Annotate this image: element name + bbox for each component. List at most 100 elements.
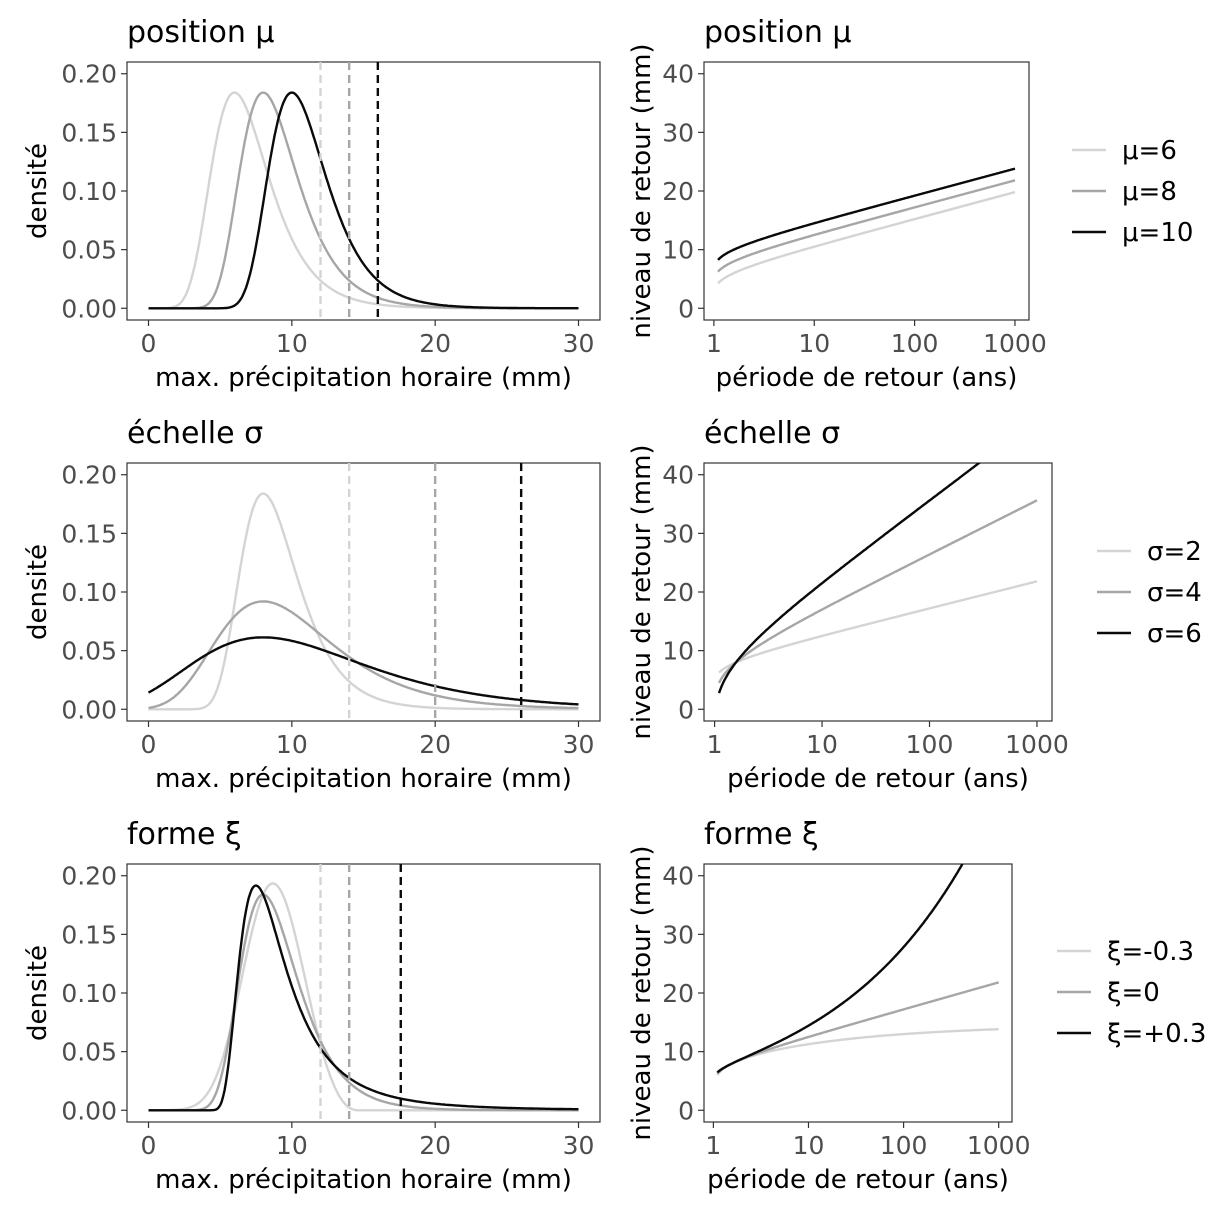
legend: σ=2 σ=4 σ=6 bbox=[1097, 537, 1202, 649]
series-line-ξ=0 bbox=[148, 893, 579, 1112]
series-group bbox=[147, 463, 579, 721]
density-panel: position μ 0 10 20 30 0.00 0.05 0.10 0.15 0.20 max… bbox=[23, 15, 601, 393]
return-level-panel: échelle σ 1 10 100 1000 0 10 20 30 40 période de r… bbox=[627, 416, 1069, 794]
y-tick-label: 0.05 bbox=[61, 236, 117, 265]
x-tick-label: 1 bbox=[705, 1131, 721, 1160]
series-line-σ=4 bbox=[148, 600, 579, 710]
y-axis-label: densité bbox=[23, 945, 53, 1041]
y-axis-label: niveau de retour (mm) bbox=[627, 444, 657, 739]
legend-label: ξ=-0.3 bbox=[1107, 937, 1194, 967]
x-tick-label: 1000 bbox=[967, 1131, 1031, 1160]
y-axis-label: densité bbox=[23, 544, 53, 640]
series-line-μ=10 bbox=[148, 91, 579, 310]
legend-label: σ=2 bbox=[1147, 537, 1202, 567]
legend-label: μ=6 bbox=[1122, 136, 1177, 166]
y-axis-label: niveau de retour (mm) bbox=[627, 845, 657, 1140]
x-tick-label: 1000 bbox=[983, 329, 1047, 358]
y-tick-label: 0.00 bbox=[61, 695, 117, 724]
x-tick-label: 30 bbox=[563, 730, 595, 759]
y-tick-label: 10 bbox=[662, 1038, 694, 1067]
y-tick-label: 30 bbox=[662, 920, 694, 949]
panel-title: échelle σ bbox=[704, 416, 840, 451]
y-tick-label: 40 bbox=[662, 862, 694, 891]
series-line-σ=2 bbox=[148, 492, 579, 711]
y-tick-label: 20 bbox=[662, 979, 694, 1008]
x-tick-label: 30 bbox=[563, 1131, 595, 1160]
legend-label: μ=8 bbox=[1122, 177, 1177, 207]
y-axis-label: niveau de retour (mm) bbox=[627, 43, 657, 338]
y-tick-label: 0 bbox=[678, 1096, 694, 1125]
y-tick-label: 0 bbox=[678, 294, 694, 323]
panel-title: forme ξ bbox=[127, 817, 242, 852]
x-tick-label: 10 bbox=[276, 329, 308, 358]
plot-area bbox=[126, 61, 601, 321]
y-tick-label: 10 bbox=[662, 637, 694, 666]
x-tick-label: 1 bbox=[706, 329, 722, 358]
plot-area bbox=[126, 863, 601, 1123]
series-line-σ=2 bbox=[718, 580, 1038, 674]
x-tick-label: 10 bbox=[806, 730, 838, 759]
series-line-ξ=0 bbox=[716, 981, 999, 1075]
x-axis-label: max. précipitation horaire (mm) bbox=[155, 363, 572, 393]
series-line-σ=6 bbox=[717, 463, 982, 694]
series-line-ξ=-0.3 bbox=[716, 1028, 999, 1076]
plot-area bbox=[126, 462, 601, 722]
y-tick-label: 0.15 bbox=[61, 118, 117, 147]
series-group bbox=[717, 167, 1016, 285]
y-tick-label: 0 bbox=[678, 695, 694, 724]
legend-label: σ=4 bbox=[1147, 578, 1202, 608]
y-tick-label: 0.15 bbox=[61, 920, 117, 949]
y-tick-label: 40 bbox=[662, 60, 694, 89]
series-line-ξ=+0.3 bbox=[716, 864, 964, 1074]
plot-area bbox=[703, 462, 1053, 722]
y-tick-label: 20 bbox=[662, 578, 694, 607]
density-panel: échelle σ 0 10 20 30 0.00 0.05 0.10 0.15 0.20 max.… bbox=[23, 416, 601, 794]
y-tick-label: 30 bbox=[662, 118, 694, 147]
x-tick-label: 100 bbox=[880, 1131, 928, 1160]
x-axis-label: période de retour (ans) bbox=[707, 1165, 1009, 1195]
x-tick-label: 20 bbox=[419, 329, 451, 358]
legend-label: ξ=0 bbox=[1107, 978, 1160, 1008]
x-tick-label: 10 bbox=[276, 730, 308, 759]
series-line-μ=8 bbox=[717, 179, 1016, 273]
x-axis-label: période de retour (ans) bbox=[727, 764, 1029, 794]
panel-title: forme ξ bbox=[704, 817, 819, 852]
legend: ξ=-0.3 ξ=0 ξ=+0.3 bbox=[1057, 937, 1206, 1049]
y-tick-label: 20 bbox=[662, 177, 694, 206]
panel-title: position μ bbox=[704, 15, 851, 50]
x-tick-label: 100 bbox=[906, 730, 954, 759]
y-axis-label: densité bbox=[23, 143, 53, 239]
series-line-μ=6 bbox=[717, 190, 1016, 285]
x-tick-label: 0 bbox=[141, 730, 157, 759]
y-tick-label: 0.20 bbox=[61, 60, 117, 89]
x-tick-label: 10 bbox=[276, 1131, 308, 1160]
y-tick-label: 0.00 bbox=[61, 294, 117, 323]
x-axis-label: max. précipitation horaire (mm) bbox=[155, 1165, 572, 1195]
y-tick-label: 0.20 bbox=[61, 461, 117, 490]
y-tick-label: 0.10 bbox=[61, 578, 117, 607]
y-tick-label: 10 bbox=[662, 236, 694, 265]
x-axis-label: période de retour (ans) bbox=[716, 363, 1018, 393]
return-level-panel: position μ 1 10 100 1000 0 10 20 30 40 période de … bbox=[627, 15, 1047, 393]
legend: μ=6 μ=8 μ=10 bbox=[1072, 136, 1193, 248]
x-tick-label: 1 bbox=[707, 730, 723, 759]
x-tick-label: 30 bbox=[563, 329, 595, 358]
y-tick-label: 30 bbox=[662, 519, 694, 548]
panel-title: position μ bbox=[127, 15, 274, 50]
plot-area bbox=[703, 863, 1013, 1123]
density-panel: forme ξ 0 10 20 30 0.00 0.05 0.10 0.15 0.20 max. p… bbox=[23, 817, 601, 1195]
series-group bbox=[148, 62, 579, 320]
legend-label: μ=10 bbox=[1122, 218, 1193, 248]
x-tick-label: 10 bbox=[793, 1131, 825, 1160]
x-tick-label: 0 bbox=[141, 1131, 157, 1160]
y-tick-label: 40 bbox=[662, 461, 694, 490]
y-tick-label: 0.10 bbox=[61, 177, 117, 206]
plot-area bbox=[703, 61, 1030, 321]
y-tick-label: 0.15 bbox=[61, 519, 117, 548]
x-axis-label: max. précipitation horaire (mm) bbox=[155, 764, 572, 794]
y-tick-label: 0.00 bbox=[61, 1096, 117, 1125]
y-tick-label: 0.05 bbox=[61, 1038, 117, 1067]
y-tick-label: 0.10 bbox=[61, 979, 117, 1008]
x-tick-label: 20 bbox=[419, 1131, 451, 1160]
